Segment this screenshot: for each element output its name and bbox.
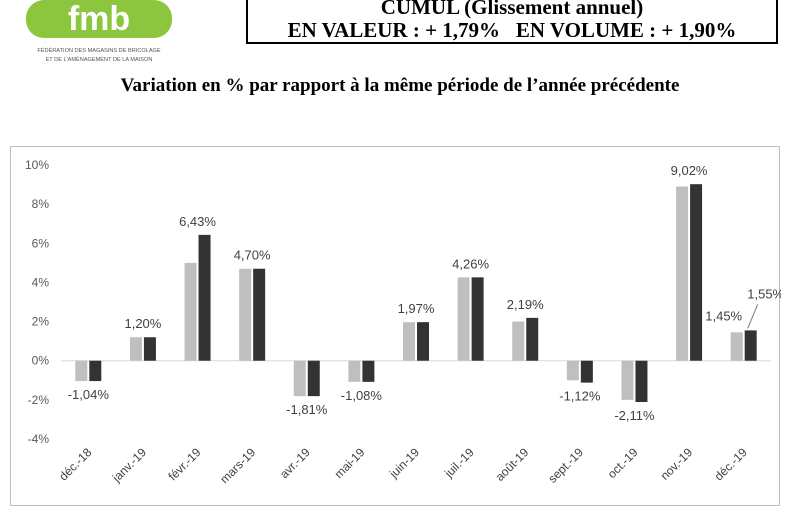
x-category-label: juin-19	[386, 445, 422, 481]
bar-series2	[143, 337, 156, 361]
y-tick-label: 4%	[32, 275, 50, 289]
chart-frame: 10% 8% 6% 4% 2% 0% -2% -4% -1,04% déc.-18 1,20% jan…	[10, 146, 781, 506]
logo-text: fmb	[68, 0, 130, 38]
x-category-label: déc.-18	[56, 445, 94, 483]
bar-series2	[89, 360, 102, 382]
x-category-label: déc.-19	[712, 445, 750, 483]
y-tick-label: -4%	[28, 432, 50, 446]
bar-series2	[362, 360, 375, 382]
y-tick-label: 10%	[25, 158, 49, 172]
bar-series2	[307, 360, 320, 397]
bar-series2	[253, 268, 266, 361]
bar-series2	[198, 234, 211, 361]
cumul-header-box: CUMUL (Glissement annuel) EN VALEUR : + …	[246, 0, 778, 44]
bar-series1	[512, 321, 525, 361]
x-category-label: sept.-19	[545, 445, 586, 486]
bar-series2	[744, 330, 757, 361]
data-label: 1,20%	[124, 316, 161, 331]
bar-series1	[457, 277, 470, 361]
bar-series1	[348, 360, 361, 382]
data-label: -2,11%	[614, 408, 655, 423]
bar-series1	[676, 186, 689, 361]
bar-series1	[566, 360, 579, 381]
bar-series2	[635, 360, 648, 403]
volume-label: EN VOLUME : + 1,90%	[515, 18, 737, 42]
x-category-label: janv.-19	[109, 445, 149, 485]
x-category-label: avr.-19	[277, 445, 313, 481]
page-subtitle: Variation en % par rapport à la même pér…	[120, 75, 680, 96]
bar-series1	[75, 360, 88, 382]
cumul-title: CUMUL (Glissement annuel)	[380, 0, 644, 19]
logo-org-line2: ET DE L'AMÉNAGEMENT DE LA MAISON	[46, 56, 153, 63]
y-tick-label: -2%	[28, 393, 50, 407]
x-category-label: août-19	[493, 445, 532, 484]
logo-org-line1: FÉDÉRATION DES MAGASINS DE BRICOLAGE	[37, 47, 161, 54]
data-label: -1,12%	[559, 389, 601, 404]
data-label: -1,81%	[286, 402, 328, 417]
bar-series1	[621, 360, 634, 400]
data-label: 4,26%	[452, 256, 489, 271]
bar-series1	[293, 360, 306, 397]
bar-series2	[471, 277, 484, 361]
bar-series1	[184, 262, 197, 361]
valeur-label: EN VALEUR : + 1,79%	[287, 18, 501, 42]
data-label: 1,55%	[747, 286, 781, 301]
cumul-values: EN VALEUR : + 1,79% EN VOLUME : + 1,90%	[248, 18, 776, 43]
data-label: 1,97%	[398, 301, 435, 316]
bar-series2	[690, 184, 703, 361]
data-label-extra: 1,45%	[705, 308, 742, 323]
data-label: 6,43%	[179, 214, 216, 229]
y-tick-label: 0%	[32, 354, 50, 368]
data-label: -1,08%	[341, 388, 383, 403]
bar-series1	[403, 322, 415, 361]
logo-badge	[26, 0, 172, 38]
x-category-label: juil.-19	[441, 445, 477, 481]
data-label: 2,19%	[507, 297, 544, 312]
data-label: -1,04%	[68, 387, 110, 402]
x-category-label: nov.-19	[658, 445, 696, 483]
y-tick-label: 2%	[32, 315, 50, 329]
fmb-logo: fmb FÉDÉRATION DES MAGASINS DE BRICOLAGE…	[26, 0, 172, 63]
bar-series2	[526, 317, 539, 361]
bar-series2	[580, 360, 593, 383]
bar-series1	[730, 332, 743, 361]
x-category-label: mai-19	[332, 445, 368, 481]
bar-chart: 10% 8% 6% 4% 2% 0% -2% -4% -1,04% déc.-18 1,20% jan…	[25, 158, 781, 486]
x-category-label: oct.-19	[605, 445, 641, 481]
x-category-label: mars-19	[217, 445, 258, 486]
y-tick-label: 6%	[32, 236, 50, 250]
data-label-leader-line	[747, 304, 759, 329]
y-tick-label: 8%	[32, 197, 50, 211]
data-label: 4,70%	[234, 248, 271, 263]
x-category-label: févr.-19	[165, 445, 203, 483]
data-label: 9,02%	[671, 163, 708, 178]
bar-series1	[129, 337, 142, 361]
bar-series2	[417, 322, 429, 361]
bar-series1	[239, 268, 252, 361]
